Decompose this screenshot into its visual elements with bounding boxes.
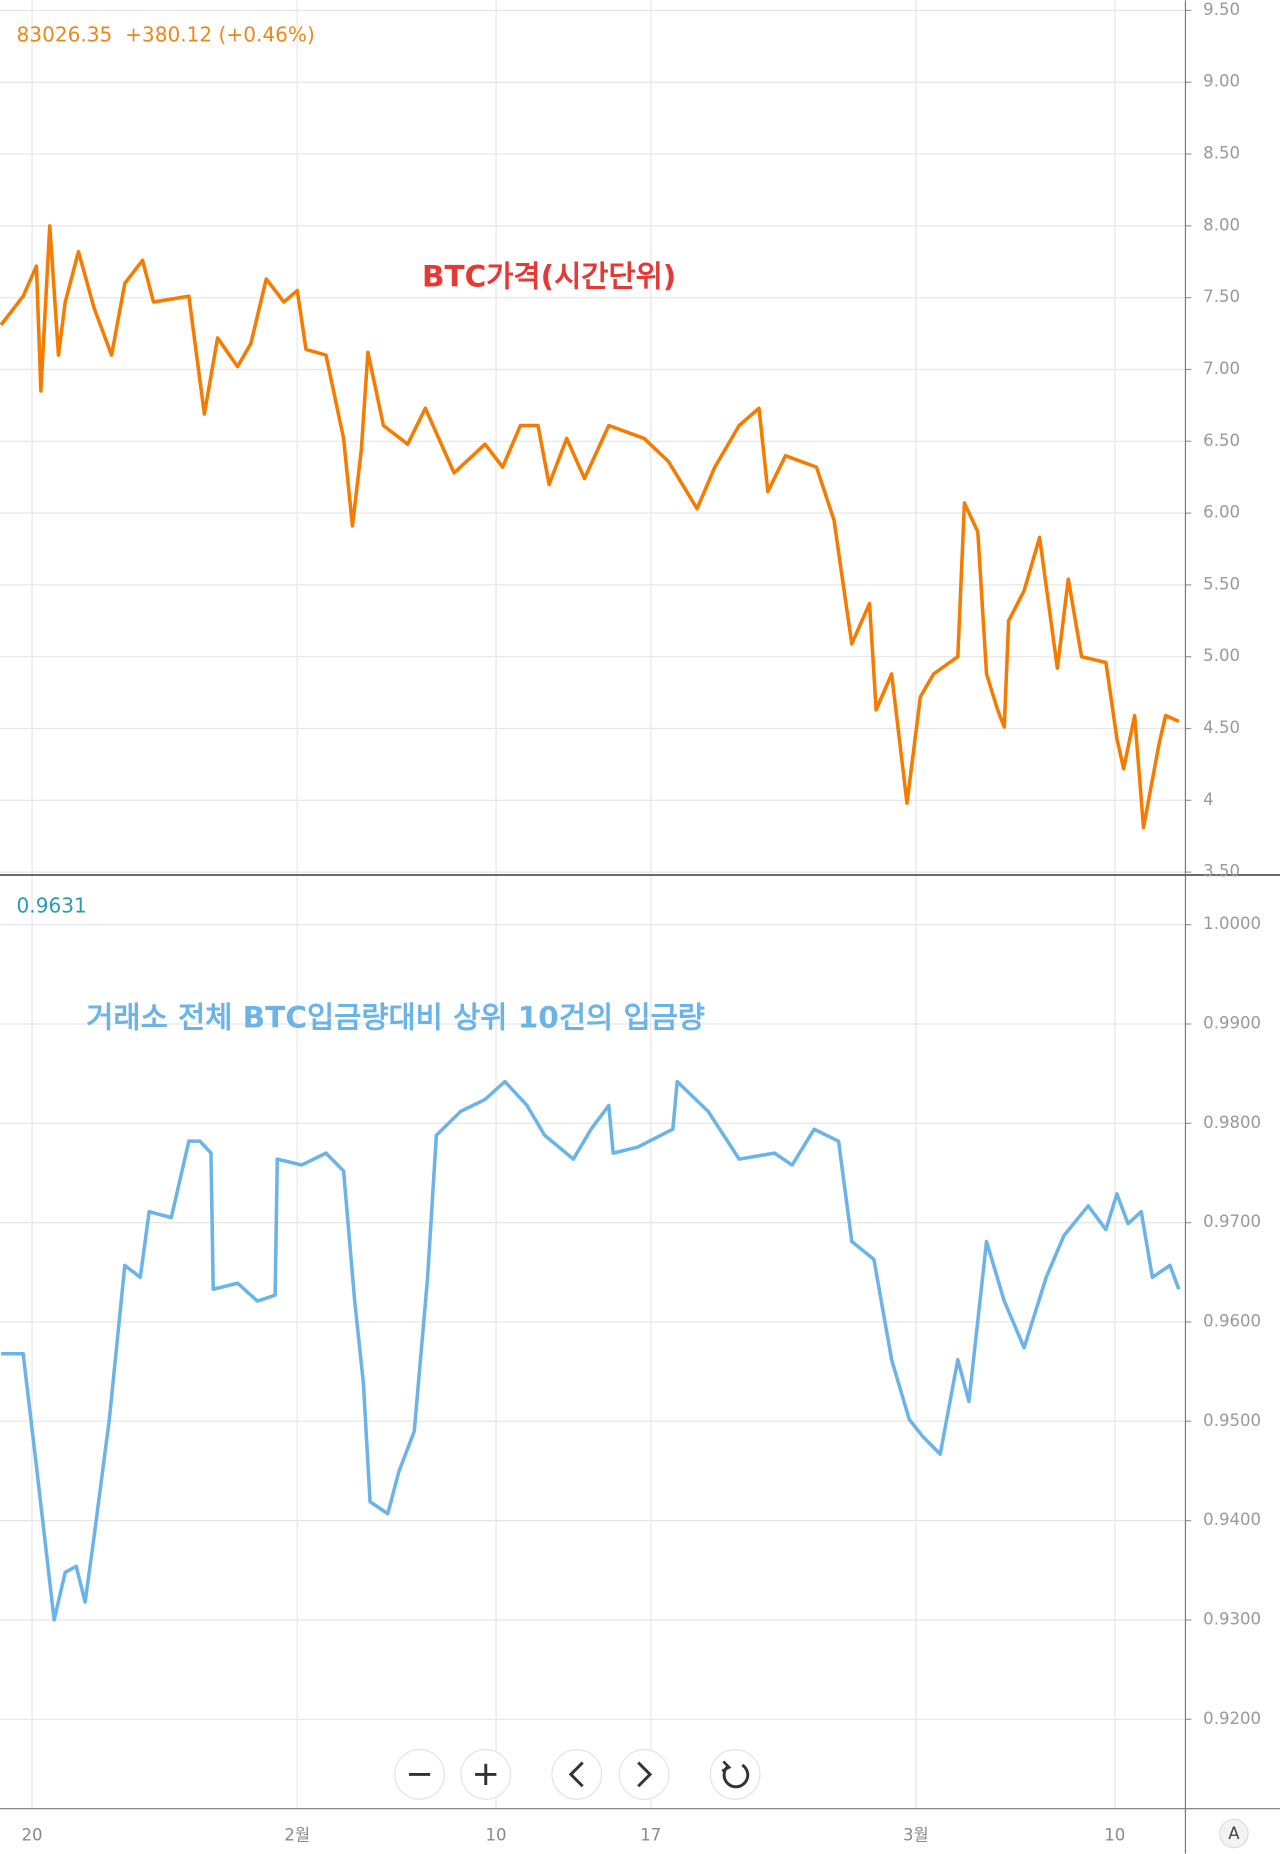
x-tick-label: 17 bbox=[640, 1825, 661, 1844]
y-tick-label: 0.9700 bbox=[1203, 1212, 1261, 1231]
auto-scale-label[interactable]: A bbox=[1228, 1824, 1240, 1843]
y-tick-label: 3.50 bbox=[1203, 862, 1240, 881]
y-tick-label: 0.9200 bbox=[1203, 1709, 1261, 1728]
x-tick-label: 10 bbox=[1104, 1825, 1125, 1844]
x-tick-label: 10 bbox=[486, 1825, 507, 1844]
series-line bbox=[0, 224, 1180, 830]
panel-header: 0.9631 bbox=[17, 893, 87, 917]
auto-scale-circle[interactable] bbox=[1219, 1818, 1249, 1849]
y-tick-label: 5.00 bbox=[1203, 646, 1240, 665]
x-tick-label: 2월 bbox=[284, 1825, 310, 1844]
y-tick-label: 5.50 bbox=[1203, 574, 1240, 593]
annotation: BTC가격(시간단위) bbox=[422, 260, 676, 294]
y-tick-label: 9.50 bbox=[1203, 0, 1240, 19]
y-tick-label: 1.0000 bbox=[1203, 914, 1261, 933]
annotation: 거래소 전체 BTC입금량대비 상위 10건의 입금량 bbox=[86, 1001, 705, 1035]
y-tick-label: 7.50 bbox=[1203, 287, 1240, 306]
panel-header: 83026.35 +380.12 (+0.46%) bbox=[17, 22, 315, 46]
y-tick-label: 6.00 bbox=[1203, 503, 1240, 522]
y-tick-label: 4 bbox=[1203, 790, 1214, 809]
y-tick-label: 0.9600 bbox=[1203, 1311, 1261, 1330]
y-tick-label: 0.9500 bbox=[1203, 1411, 1261, 1430]
y-tick-label: 0.9400 bbox=[1203, 1510, 1261, 1529]
line-layer bbox=[0, 224, 1181, 1622]
y-tick-label: 0.9800 bbox=[1203, 1113, 1261, 1132]
y-tick-label: 7.00 bbox=[1203, 359, 1240, 378]
x-tick-label: 3월 bbox=[903, 1825, 929, 1844]
scroll-left-button[interactable] bbox=[551, 1749, 603, 1800]
y-tick-label: 8.50 bbox=[1203, 144, 1240, 163]
y-tick-label: 9.00 bbox=[1203, 72, 1240, 91]
y-tick-label: 8.00 bbox=[1203, 215, 1240, 234]
zoom-out-button[interactable] bbox=[394, 1749, 445, 1800]
zoom-controls[interactable] bbox=[394, 1749, 761, 1800]
y-tick-label: 6.50 bbox=[1203, 431, 1240, 450]
zoom-in-button[interactable] bbox=[460, 1749, 512, 1800]
reset-button[interactable] bbox=[709, 1749, 761, 1800]
y-tick-label: 0.9900 bbox=[1203, 1013, 1261, 1032]
auto-scale-button[interactable]: A bbox=[1219, 1818, 1249, 1849]
y-tick-label: 4.50 bbox=[1203, 718, 1240, 737]
series-line bbox=[1, 1079, 1181, 1622]
x-tick-label: 20 bbox=[22, 1825, 43, 1844]
y-tick-label: 0.9300 bbox=[1203, 1609, 1261, 1628]
scroll-right-button[interactable] bbox=[618, 1749, 670, 1800]
